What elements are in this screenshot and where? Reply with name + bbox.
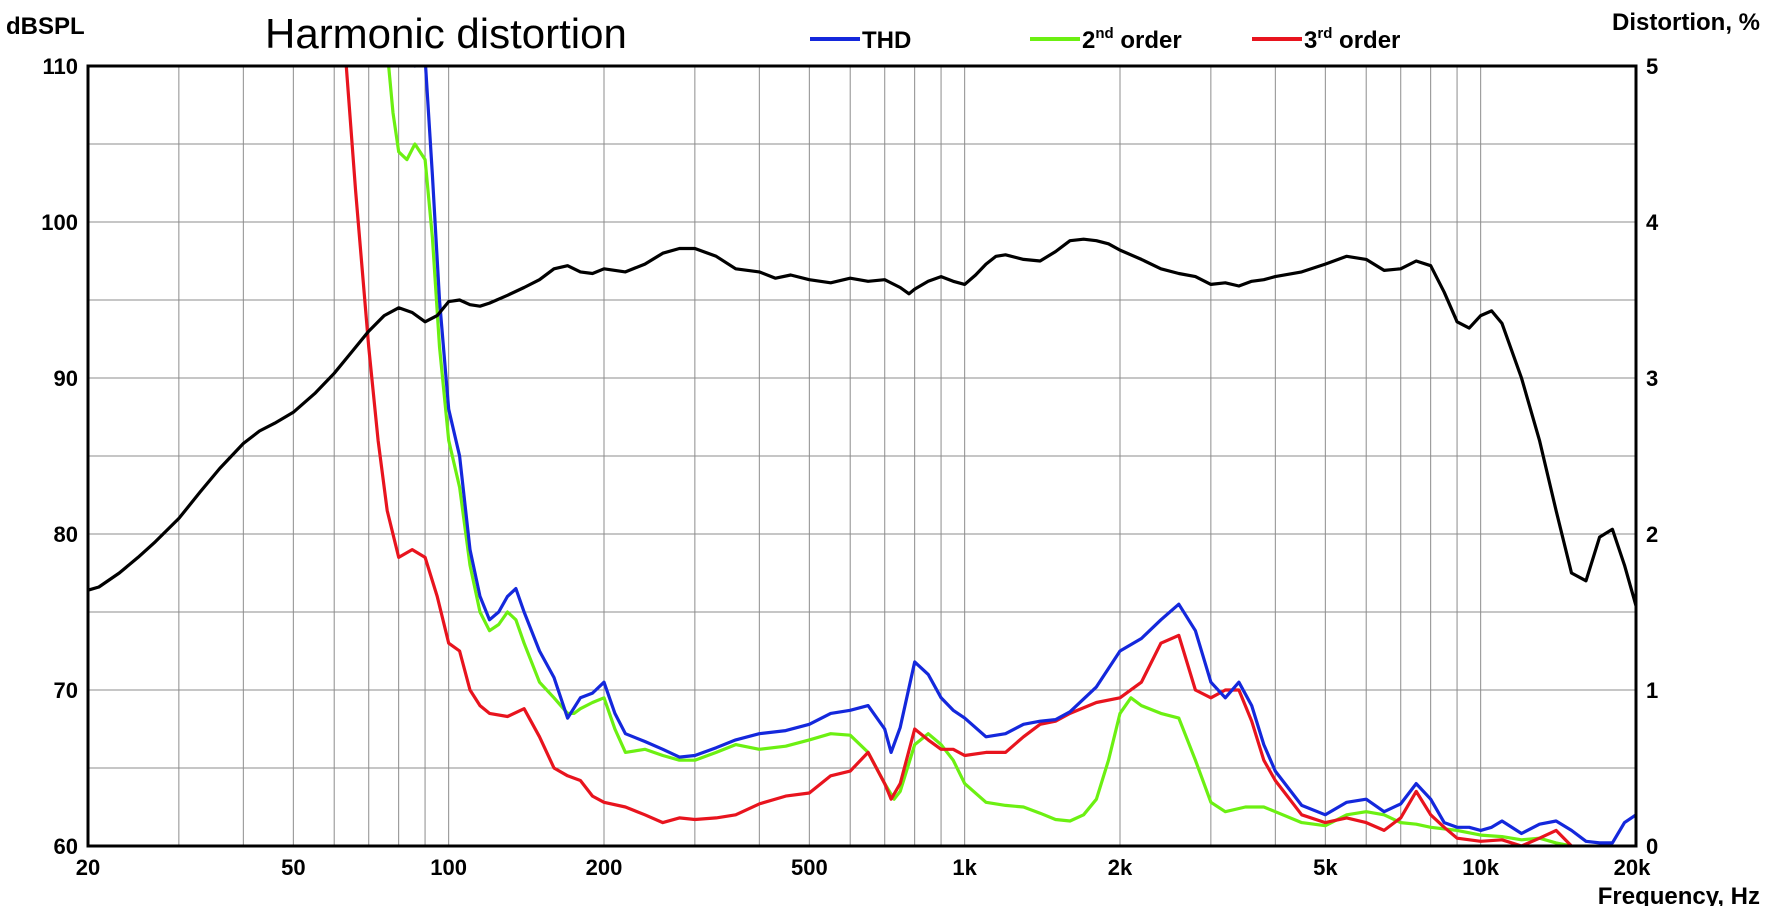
y-right-tick-labels: 0 1 2 3 4 5 — [1646, 54, 1659, 859]
legend-label-thd: THD — [862, 27, 911, 54]
legend: THD 2nd order 3rd order — [810, 25, 1400, 54]
x-tick-labels: 20 50 100 200 500 1k 2k 5k 10k 20k — [76, 855, 1651, 880]
chart-title: Harmonic distortion — [265, 10, 627, 57]
x-tick-label: 1k — [952, 855, 977, 880]
y-left-tick-labels: 60 70 80 90 100 110 — [41, 54, 78, 859]
y-left-axis-label: dBSPL — [6, 13, 85, 40]
x-tick-label: 100 — [430, 855, 467, 880]
x-axis-label: Frequency, Hz — [1598, 883, 1760, 906]
x-tick-label: 20k — [1614, 855, 1651, 880]
y-left-tick-label: 70 — [54, 678, 78, 703]
x-tick-label: 200 — [586, 855, 623, 880]
x-tick-label: 50 — [281, 855, 305, 880]
y-left-tick-label: 80 — [54, 522, 78, 547]
x-tick-label: 500 — [791, 855, 828, 880]
series-line-h3 — [344, 66, 1574, 846]
y-right-axis-label: Distortion, % — [1612, 9, 1760, 36]
legend-label-h3: 3rd order — [1304, 25, 1400, 54]
y-left-tick-label: 90 — [54, 366, 78, 391]
x-tick-label: 2k — [1108, 855, 1133, 880]
y-left-tick-label: 100 — [41, 210, 78, 235]
y-right-tick-label: 3 — [1646, 366, 1658, 391]
legend-label-h2: 2nd order — [1082, 25, 1182, 54]
series-group — [88, 66, 1636, 846]
y-left-tick-label: 60 — [54, 834, 78, 859]
y-right-tick-label: 0 — [1646, 834, 1658, 859]
y-left-tick-label: 110 — [43, 54, 79, 79]
series-line-thd — [412, 66, 1636, 845]
series-line-spl — [88, 237, 1636, 608]
x-tick-label: 10k — [1462, 855, 1499, 880]
x-tick-label: 20 — [76, 855, 100, 880]
y-right-tick-label: 2 — [1646, 522, 1658, 547]
grid — [88, 66, 1636, 846]
x-tick-label: 5k — [1313, 855, 1338, 880]
y-right-tick-label: 4 — [1646, 210, 1659, 235]
y-right-tick-label: 1 — [1646, 678, 1658, 703]
y-right-tick-label: 5 — [1646, 54, 1658, 79]
plot-frame — [86, 64, 1638, 848]
